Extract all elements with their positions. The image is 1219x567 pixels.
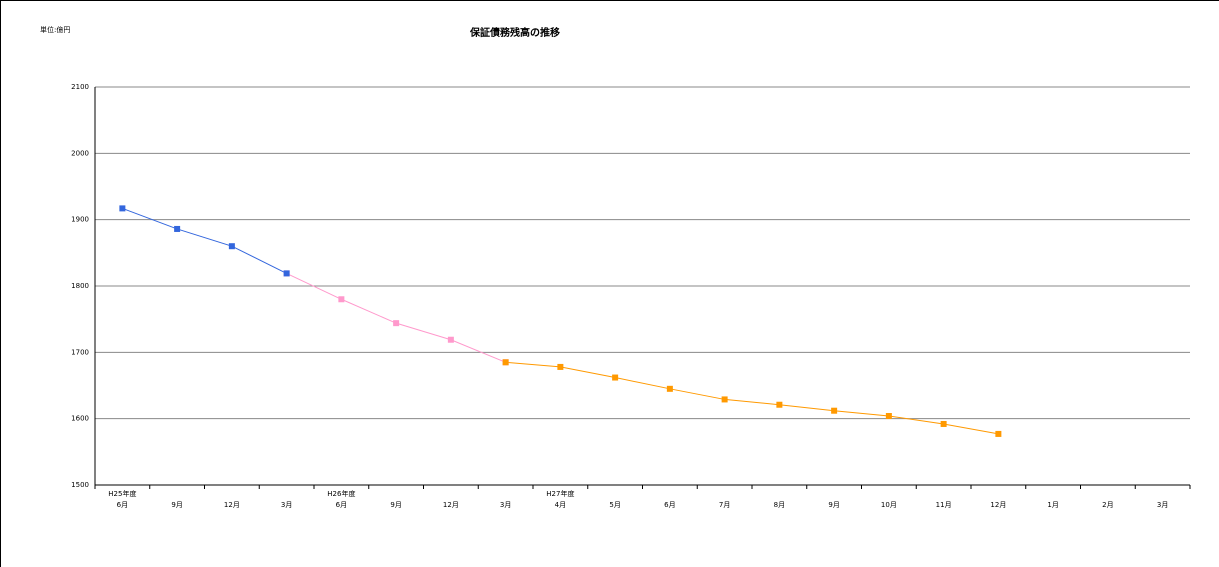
series-line	[505, 361, 999, 435]
unit-label: 単位:億円	[40, 25, 70, 34]
x-tick-label: 3月	[1157, 501, 1168, 509]
marker	[776, 401, 783, 408]
x-year-label: H26年度	[327, 489, 355, 498]
marker	[831, 407, 838, 414]
marker	[174, 225, 181, 232]
series-line	[122, 207, 287, 274]
marker	[557, 363, 564, 370]
x-tick-label: 1月	[1047, 501, 1058, 509]
x-tick-label: 9月	[171, 501, 182, 509]
x-tick-label: 6月	[336, 501, 347, 509]
x-tick-label: 12月	[224, 501, 240, 509]
marker	[228, 243, 235, 250]
x-tick-label: 3月	[500, 501, 511, 509]
y-tick-label: 2100	[71, 83, 89, 91]
x-tick-label: 12月	[990, 501, 1006, 509]
marker	[119, 205, 126, 212]
x-tick-label: 4月	[555, 501, 566, 509]
marker	[666, 385, 673, 392]
x-tick-label: 10月	[881, 501, 897, 509]
x-tick-label: 6月	[117, 501, 128, 509]
x-year-label: H25年度	[108, 489, 136, 498]
x-tick-label: 5月	[609, 501, 620, 509]
marker	[995, 430, 1002, 437]
y-tick-label: 2000	[71, 149, 89, 157]
y-tick-label: 1500	[71, 481, 89, 489]
x-tick-label: 12月	[443, 501, 459, 509]
x-year-label: H27年度	[546, 489, 574, 498]
y-tick-label: 1600	[71, 415, 89, 423]
x-tick-label: 2月	[1102, 501, 1113, 509]
x-tick-label: 6月	[664, 501, 675, 509]
marker	[940, 420, 947, 427]
x-tick-label: 3月	[281, 501, 292, 509]
marker	[502, 359, 509, 366]
marker	[283, 270, 290, 277]
chart-title: 保証債務残高の推移	[469, 26, 560, 39]
y-tick-label: 1800	[71, 282, 89, 290]
marker	[447, 336, 454, 343]
marker	[338, 296, 345, 303]
marker	[885, 413, 892, 420]
x-tick-label: 11月	[936, 501, 952, 509]
marker	[393, 320, 400, 327]
y-tick-label: 1900	[71, 216, 89, 224]
x-tick-label: 9月	[390, 501, 401, 509]
series-line	[286, 272, 506, 363]
y-tick-label: 1700	[71, 348, 89, 356]
x-tick-label: 9月	[828, 501, 839, 509]
x-tick-label: 7月	[719, 501, 730, 509]
x-tick-label: 8月	[774, 501, 785, 509]
marker	[721, 396, 728, 403]
marker	[612, 374, 619, 381]
